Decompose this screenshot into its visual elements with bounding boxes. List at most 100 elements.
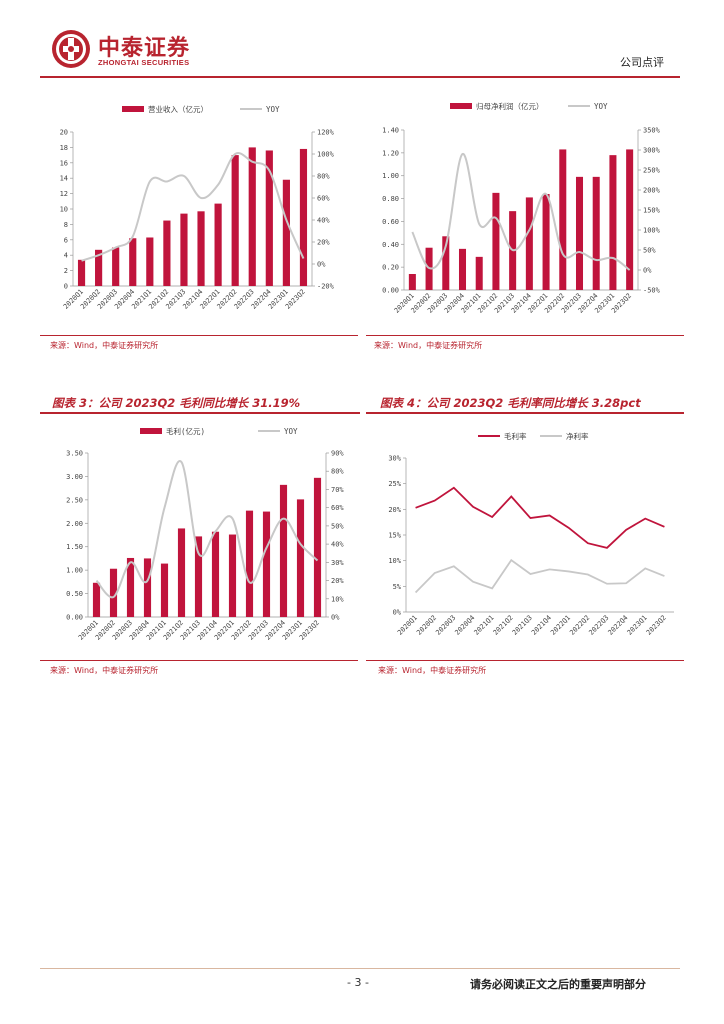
- left-tick-label: 0.20: [382, 264, 399, 272]
- left-tick-label: 0.50: [66, 590, 83, 598]
- bar-2021Q4: [525, 197, 533, 290]
- legend-gross-margin-label: 毛利率: [504, 431, 527, 441]
- bar-2021Q2: [163, 220, 171, 286]
- series-line-0: [415, 486, 665, 549]
- yoy-line: [411, 152, 631, 271]
- bar-2021Q1: [160, 563, 169, 617]
- bar-2023Q2: [313, 477, 322, 617]
- category-label-2020Q4: 2020Q4: [453, 614, 476, 637]
- chart-gross-profit: 毛利(亿元) YOY 0.00 0.50 1.00 1.50 2.00 2.50 3.00 3.5…: [66, 426, 344, 642]
- left-tick-label: 0.80: [382, 195, 399, 203]
- left-tick-label: 2: [64, 267, 68, 275]
- bar-2022Q1: [228, 534, 237, 617]
- bar-2022Q4: [592, 176, 600, 290]
- bar-2023Q2: [626, 149, 634, 290]
- legend-yoy-label: YOY: [284, 427, 298, 436]
- bar-2022Q3: [262, 511, 271, 617]
- bar-2020Q3: [112, 247, 120, 286]
- bar-2022Q1: [214, 203, 222, 286]
- left-tick-label: 3.00: [66, 473, 83, 481]
- legend-bar-label: 归母净利润（亿元）: [476, 101, 544, 111]
- bar-2020Q3: [126, 557, 135, 617]
- left-tick-label: 6: [64, 236, 68, 244]
- left-tick-label: 16: [60, 159, 68, 167]
- left-tick-label: 1.00: [382, 172, 399, 180]
- bar-2022Q2: [559, 149, 567, 290]
- left-tick-label: 2.00: [66, 520, 83, 528]
- bar-2021Q1: [475, 256, 483, 290]
- right-tick-label: 60%: [331, 504, 344, 512]
- right-tick-label: -50%: [643, 287, 661, 295]
- fig2-source-rule: [366, 335, 684, 336]
- bar-2022Q2: [245, 510, 254, 617]
- legend-bar-swatch: [450, 103, 472, 109]
- right-tick-label: 0%: [643, 267, 652, 275]
- bar-2020Q2: [95, 249, 103, 286]
- bar-2021Q3: [194, 536, 203, 617]
- category-label-2021Q1: 2021Q1: [473, 614, 496, 637]
- fig3-title-rule: [40, 412, 360, 414]
- bar-2021Q2: [492, 192, 500, 290]
- category-label-2023Q2: 2023Q2: [645, 614, 668, 637]
- right-tick-label: 40%: [331, 541, 344, 549]
- fig3-source-rule: [40, 660, 358, 661]
- page-number: - 3 -: [347, 976, 369, 989]
- left-tick-label: 3.50: [66, 450, 83, 458]
- bar-2020Q4: [129, 238, 137, 286]
- right-tick-label: 40%: [317, 217, 330, 225]
- series-line-1: [414, 558, 665, 594]
- bar-2021Q4: [197, 211, 205, 286]
- y-tick-label: 10%: [388, 557, 401, 565]
- left-tick-label: 12: [60, 190, 68, 198]
- right-tick-label: 30%: [331, 559, 344, 567]
- company-logo: [50, 28, 92, 70]
- chart-margins: 毛利率 净利率0%5%10%15%20%25%30%2020Q12020Q2202…: [388, 431, 674, 637]
- category-label-2022Q1: 2022Q1: [549, 614, 572, 637]
- left-tick-label: 1.50: [66, 543, 83, 551]
- legend-bar-swatch: [122, 106, 144, 112]
- category-label-2020Q2: 2020Q2: [415, 614, 438, 637]
- bar-2022Q4: [279, 484, 288, 617]
- bar-2020Q4: [458, 248, 467, 290]
- bar-2020Q4: [143, 558, 152, 617]
- category-label-2020Q3: 2020Q3: [434, 614, 457, 637]
- right-tick-label: 70%: [331, 486, 344, 494]
- left-tick-label: 10: [60, 206, 68, 214]
- bar-2020Q3: [442, 236, 450, 290]
- y-tick-label: 30%: [388, 455, 401, 463]
- fig1-source: 来源：Wind，中泰证券研究所: [50, 341, 159, 350]
- bar-2022Q3: [575, 176, 584, 290]
- logo-emblem-icon: [52, 30, 90, 68]
- y-tick-label: 0%: [393, 609, 402, 617]
- right-tick-label: 60%: [317, 195, 330, 203]
- footer-disclaimer-note: 请务必阅读正文之后的重要声明部分: [470, 978, 646, 991]
- y-tick-label: 5%: [393, 583, 402, 591]
- category-label-2022Q2: 2022Q2: [568, 614, 591, 637]
- fig1-source-rule: [40, 335, 358, 336]
- bar-2023Q1: [282, 179, 290, 286]
- legend-yoy-label: YOY: [594, 102, 608, 111]
- bar-2023Q1: [609, 155, 617, 290]
- category-label-2021Q2: 2021Q2: [492, 614, 515, 637]
- fig3-title: 图表 3：公司 2023Q2 毛利同比增长 31.19%: [52, 396, 301, 410]
- right-tick-label: -20%: [317, 283, 335, 291]
- bar-2020Q1: [408, 274, 416, 290]
- legend-bar-label: 营业收入（亿元）: [148, 104, 208, 114]
- bar-2022Q3: [248, 147, 256, 286]
- category-label-2022Q4: 2022Q4: [607, 614, 630, 637]
- company-name-en: ZHONGTAI SECURITIES: [98, 58, 190, 67]
- right-tick-label: 10%: [331, 595, 344, 603]
- yoy-line: [81, 152, 305, 262]
- fig4-source: 来源：Wind，中泰证券研究所: [378, 666, 487, 675]
- right-tick-label: 20%: [331, 577, 344, 585]
- fig3-source: 来源：Wind，中泰证券研究所: [50, 666, 159, 675]
- fig4-title-rule: [366, 412, 684, 414]
- left-tick-label: 0.40: [382, 241, 399, 249]
- chart-revenue: 营业收入（亿元） YOY 0 2 4 6 8 10 12 14 16 18 20 -20% 0% 20% 40%…: [60, 104, 335, 311]
- left-tick-label: 8: [64, 221, 68, 229]
- fig2-source: 来源：Wind，中泰证券研究所: [374, 341, 483, 350]
- right-tick-label: 80%: [331, 468, 344, 476]
- right-tick-label: 50%: [643, 247, 656, 255]
- legend-bar-label: 毛利(亿元): [166, 426, 205, 436]
- footer-rule: [40, 968, 680, 969]
